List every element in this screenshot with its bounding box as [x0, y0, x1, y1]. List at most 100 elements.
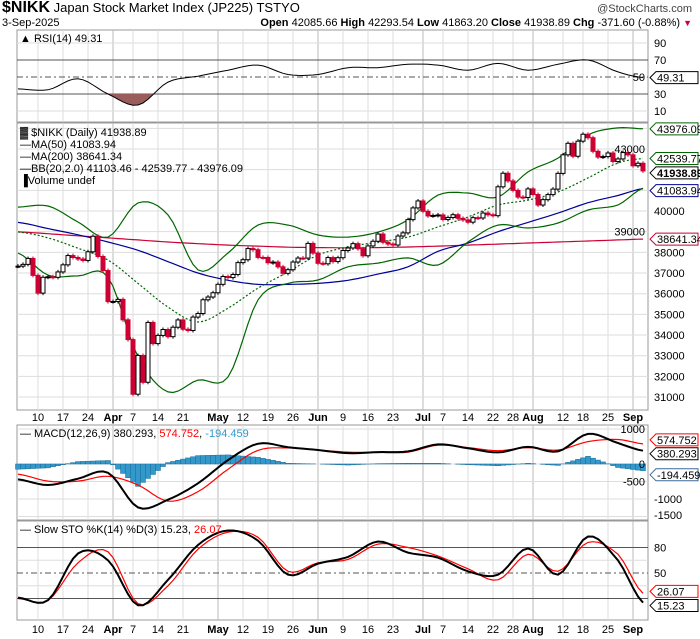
candle	[150, 321, 156, 345]
rsi-tick-label: 30	[654, 89, 666, 101]
candle	[385, 241, 391, 245]
macd-histogram-bar	[580, 457, 586, 465]
candle	[315, 252, 321, 264]
chg-label: Chg	[573, 17, 595, 29]
macd-histogram-bar	[250, 456, 256, 465]
macd-histogram-bar	[140, 463, 146, 483]
x-tick-label: 18	[577, 412, 589, 424]
macd-histogram-bar	[45, 463, 51, 469]
candle	[415, 200, 421, 209]
candle	[330, 257, 336, 263]
candle	[465, 219, 471, 223]
candle	[70, 255, 76, 258]
macd-histogram-bar	[255, 457, 261, 465]
macd-histogram-bar	[600, 461, 606, 465]
candle	[640, 162, 646, 172]
x-tick-label: 19	[262, 412, 274, 424]
macd-histogram-bar	[525, 463, 531, 465]
price-legend: ▓ $NIKK (Daily) 41938.89	[20, 126, 147, 140]
candle	[495, 186, 501, 217]
candle	[485, 212, 491, 216]
sto-legend: — Slow STO %K(14) %D(3) 15.23, 26.07	[20, 524, 222, 536]
candle	[260, 256, 266, 259]
watermark: @StockCharts.com	[597, 3, 692, 15]
macd-histogram-bar	[485, 463, 491, 466]
x-tick-label: 14	[152, 624, 164, 636]
candle	[435, 214, 441, 217]
ma200-value-box	[649, 232, 699, 246]
date-label: 3-Sep-2025	[2, 17, 60, 29]
macd-value-box	[649, 447, 699, 461]
macd-value-text: 380.293	[657, 449, 697, 461]
ohlc-summary: Open 42085.66 High 42293.54 Low 41863.20…	[260, 17, 692, 29]
candle	[520, 196, 526, 199]
macd-histogram-bar	[625, 463, 631, 470]
price-tick-label: 39000	[614, 227, 645, 239]
macd-signal-value: 574.752	[649, 433, 699, 447]
macd-histogram-bar	[125, 463, 131, 479]
macd-histogram-bar	[30, 463, 36, 469]
ma50-line	[17, 188, 644, 286]
x-tick-label: 16	[362, 412, 374, 424]
candle	[490, 214, 496, 217]
x-tick-label: 7	[130, 624, 136, 636]
candle	[370, 240, 376, 247]
macd-histogram-bar	[495, 463, 501, 466]
macd-histogram-bar	[490, 463, 496, 466]
candle	[580, 133, 586, 142]
x-tick-label: 26	[287, 412, 299, 424]
x-tick-label: Apr	[104, 624, 124, 636]
macd-tick-label: 1000	[621, 424, 645, 436]
sto-k-value: 15.23	[649, 599, 699, 613]
macd-histogram-bar	[105, 460, 111, 465]
macd-histogram-bar	[290, 463, 296, 465]
candle	[595, 150, 601, 158]
macd-histogram-bar	[480, 463, 486, 466]
candle	[555, 172, 561, 190]
open-value: 42085.66	[291, 17, 338, 29]
x-tick-label: 23	[387, 624, 399, 636]
macd-hist-value: -194.459	[649, 468, 700, 482]
macd-histogram-bar	[570, 460, 576, 465]
candle	[205, 296, 211, 301]
macd-histogram-bar	[35, 463, 41, 469]
macd-histogram-bar	[355, 463, 361, 465]
candle	[405, 219, 411, 234]
candle	[175, 319, 181, 328]
candle	[170, 326, 176, 338]
macd-histogram-bar	[175, 460, 181, 465]
price-tick-label: 36000	[654, 289, 685, 301]
macd-histogram-bar	[405, 463, 411, 465]
low-label: Low	[417, 17, 440, 29]
macd-histogram-bar	[640, 463, 646, 472]
x-tick-label: 10	[32, 412, 44, 424]
price-tick-label: 37000	[654, 268, 685, 280]
macd-histogram-bar	[15, 463, 21, 470]
macd-histogram-bar	[340, 463, 346, 466]
x-tick-label: Jun	[308, 412, 328, 424]
candle	[40, 276, 46, 294]
candle	[60, 264, 66, 273]
macd-histogram-bar	[95, 460, 101, 465]
macd-histogram-bar	[425, 463, 431, 465]
macd-tick-label: 0	[639, 459, 645, 471]
macd-histogram-bar	[80, 461, 86, 465]
close-value-text: 41938.89	[657, 168, 700, 180]
macd-histogram-bar	[160, 463, 166, 467]
macd-histogram-bar	[350, 463, 356, 466]
candle	[530, 188, 536, 195]
macd-histogram-bar	[330, 463, 336, 465]
macd-histogram-bar	[410, 463, 416, 465]
rsi-tick-label: 70	[654, 55, 666, 67]
candle	[55, 271, 61, 278]
macd-histogram-bar	[585, 456, 591, 465]
high-label: High	[340, 17, 365, 29]
x-tick-label: Jul	[415, 624, 431, 636]
candle	[140, 354, 146, 383]
candle	[460, 217, 466, 221]
candle	[35, 274, 41, 294]
sto-k-value-text: 15.23	[657, 601, 685, 613]
macd-histogram-bar	[245, 456, 251, 465]
macd-histogram-bar	[400, 463, 406, 465]
macd-histogram-bar	[620, 463, 626, 469]
